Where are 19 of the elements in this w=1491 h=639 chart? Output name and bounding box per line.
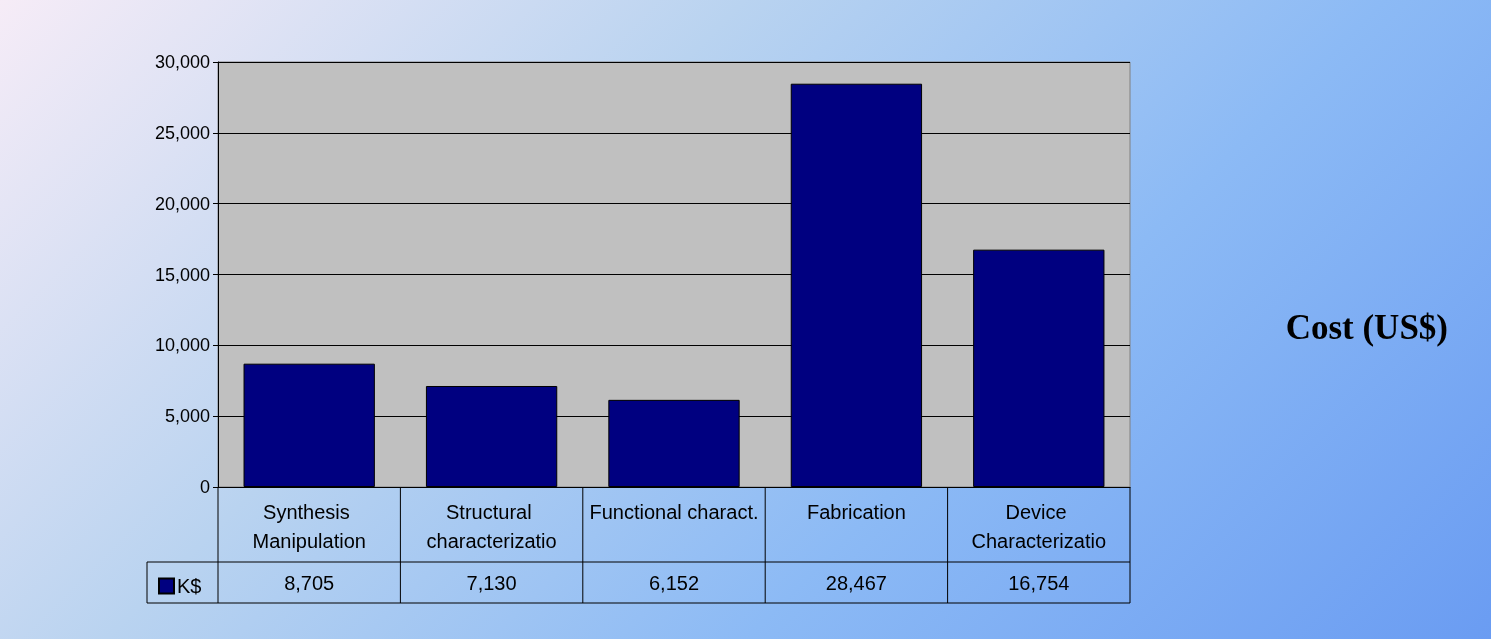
y-tick-label: 15,000 xyxy=(154,264,210,285)
y-tick-label: 10,000 xyxy=(154,335,210,356)
legend-label: K$ xyxy=(177,575,202,597)
x-tick-label: Functional charact. xyxy=(589,500,759,523)
data-label: 6,152 xyxy=(648,571,700,594)
x-tick-label: Device Characterizatio xyxy=(971,500,1107,552)
y-tick-label: 25,000 xyxy=(154,122,210,143)
data-label: 28,467 xyxy=(825,571,887,594)
data-label: 16,754 xyxy=(1008,571,1070,594)
x-tick-label: Structural characterizatio xyxy=(426,500,557,552)
x-tick-label: Synthesis Manipulation xyxy=(252,500,366,552)
text: Cost (US$) xyxy=(1285,308,1449,347)
y-tick-label: 0 xyxy=(199,477,210,497)
y-tick-label: 30,000 xyxy=(154,52,210,72)
data-label: 7,130 xyxy=(466,571,517,594)
data-label: 8,705 xyxy=(284,571,335,594)
x-tick-label: Fabrication xyxy=(806,500,906,523)
y-tick-label: 5,000 xyxy=(164,406,210,427)
y-tick-label: 20,000 xyxy=(154,193,210,214)
